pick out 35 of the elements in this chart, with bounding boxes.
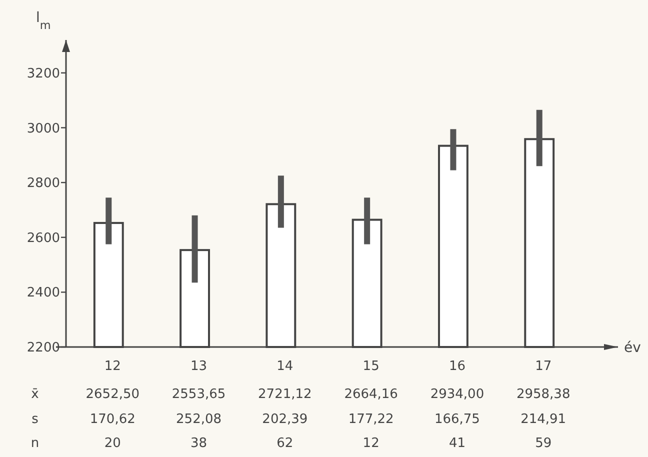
x-tick-label: 14 (276, 359, 294, 374)
text: 170,62 (90, 412, 136, 427)
x-tick-label: 15 (362, 359, 380, 374)
text: x̄ (31, 387, 40, 402)
y-axis-title: l$_{m}$ (36, 10, 51, 32)
text: 41 (448, 436, 466, 451)
data-label: 2664,16 (344, 387, 398, 402)
x-tick-label: 13 (190, 359, 208, 374)
data-label: 2553,65 (172, 387, 226, 402)
data-label: 2721,12 (258, 387, 312, 402)
text: 166,75 (434, 412, 480, 427)
text: 177,22 (348, 412, 394, 427)
text: 20 (104, 436, 121, 451)
text: 202,39 (262, 412, 308, 427)
text: 252,08 (176, 412, 222, 427)
data-label: 2652,50 (86, 387, 140, 402)
text: 62 (276, 436, 294, 451)
x-tick-label: 16 (448, 359, 466, 374)
text: n (30, 436, 40, 451)
x-tick-label: 12 (104, 359, 121, 374)
y-tick-label: 3200 (26, 66, 60, 82)
x-axis-title: év (624, 340, 641, 356)
y-tick-label: 2200 (26, 340, 60, 356)
text: 214,91 (520, 412, 566, 427)
y-tick-label: 3000 (26, 121, 60, 136)
data-label: 2958,38 (516, 387, 570, 402)
text: 12 (362, 436, 380, 451)
text: 38 (190, 436, 208, 451)
x-tick-label: 17 (535, 359, 552, 374)
y-tick-label: 2800 (26, 176, 60, 192)
text: s (32, 412, 39, 427)
data-label: 2934,00 (430, 387, 484, 402)
y-tick-label: 2600 (26, 230, 60, 246)
text: 59 (535, 436, 552, 451)
y-tick-label: 2400 (26, 286, 60, 301)
